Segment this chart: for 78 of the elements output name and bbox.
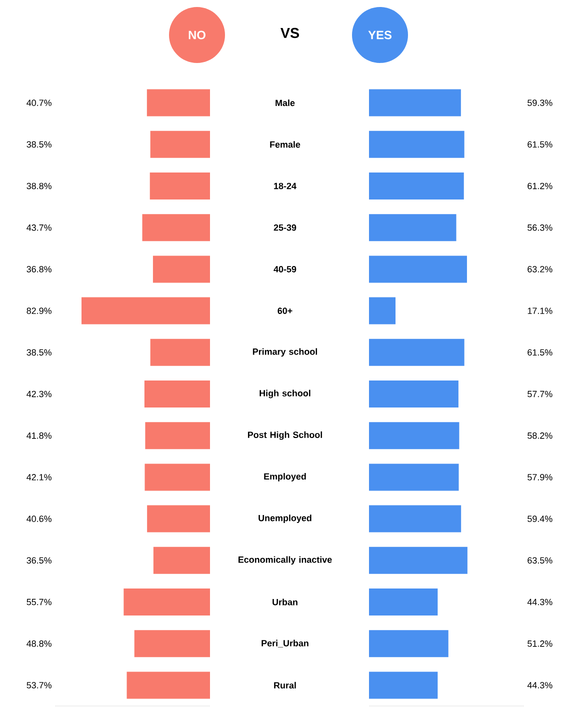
bar xyxy=(369,464,459,491)
y-tick-label: High school xyxy=(260,390,310,398)
bar xyxy=(369,422,460,450)
y-tick-label: 25-39 xyxy=(274,224,296,231)
data-label: 48.8% xyxy=(26,640,52,647)
y-tick-label: 60+ xyxy=(278,308,292,314)
bar xyxy=(369,338,464,366)
bar xyxy=(152,256,210,283)
data-label: 38.8% xyxy=(26,182,52,190)
bar xyxy=(150,172,210,200)
data-label: 61.2% xyxy=(528,182,552,190)
data-label: 38.5% xyxy=(26,349,52,356)
y-tick-label: Rural xyxy=(274,682,296,689)
bar xyxy=(124,588,210,616)
bar xyxy=(369,672,438,699)
data-label: 61.5% xyxy=(528,349,552,356)
y-tick-label: 40-59 xyxy=(274,266,296,272)
data-label: 82.9% xyxy=(26,308,52,314)
data-label: 36.8% xyxy=(26,266,52,272)
bar xyxy=(147,505,210,532)
data-label: 41.8% xyxy=(26,432,52,439)
bar xyxy=(369,297,396,324)
bar xyxy=(369,256,467,283)
y-tick-label: Female xyxy=(270,141,300,148)
bar xyxy=(369,172,464,200)
data-label: 59.4% xyxy=(528,516,552,522)
data-label: 42.3% xyxy=(26,390,52,398)
y-tick-label: 18-24 xyxy=(274,182,296,190)
bar xyxy=(369,546,468,574)
y-tick-label: Unemployed xyxy=(258,514,312,523)
data-label: 55.7% xyxy=(26,598,52,606)
bar xyxy=(144,380,210,408)
data-label: 44.3% xyxy=(527,682,552,688)
text: YES xyxy=(368,30,392,40)
data-label: 57.9% xyxy=(528,474,552,480)
bar xyxy=(144,464,210,491)
bar xyxy=(369,214,456,242)
data-label: 44.3% xyxy=(527,598,552,606)
data-label: 38.5% xyxy=(26,141,52,148)
bar xyxy=(369,630,448,658)
bar xyxy=(126,672,210,699)
bar xyxy=(82,297,210,324)
bar xyxy=(153,546,210,574)
bar xyxy=(369,380,458,408)
data-label: 63.5% xyxy=(528,557,552,564)
bar xyxy=(369,588,438,616)
y-tick-label: Male xyxy=(276,100,295,106)
data-label: 61.5% xyxy=(528,141,552,148)
bar xyxy=(142,214,210,242)
text: NO xyxy=(188,30,206,40)
bar xyxy=(369,89,461,116)
data-label: 36.5% xyxy=(26,557,52,564)
bar xyxy=(369,130,464,158)
data-label: 59.3% xyxy=(528,100,552,106)
data-label: 40.7% xyxy=(26,100,52,106)
bar xyxy=(134,630,210,658)
data-label: 56.3% xyxy=(528,224,552,231)
data-label: 42.1% xyxy=(26,474,52,480)
bar xyxy=(146,89,210,116)
bar xyxy=(145,422,210,450)
data-label: 57.7% xyxy=(528,390,552,398)
data-label: 63.2% xyxy=(528,266,552,272)
bar xyxy=(150,130,210,158)
data-label: 17.1% xyxy=(528,308,552,314)
bar xyxy=(369,505,462,532)
y-tick-label: Primary school xyxy=(252,348,317,357)
data-label: 51.2% xyxy=(528,640,552,647)
text: VS xyxy=(280,28,300,38)
y-tick-label: Post High School xyxy=(248,431,322,440)
data-label: 43.7% xyxy=(26,224,52,231)
y-tick-label: Urban xyxy=(272,598,298,606)
bar xyxy=(150,338,210,366)
data-label: 58.2% xyxy=(528,432,552,439)
y-tick-label: Employed xyxy=(264,473,306,482)
y-tick-label: Economically inactive xyxy=(238,556,332,565)
data-label: 53.7% xyxy=(26,682,52,688)
y-tick-label: Peri_Urban xyxy=(262,640,308,648)
data-label: 40.6% xyxy=(26,516,52,522)
